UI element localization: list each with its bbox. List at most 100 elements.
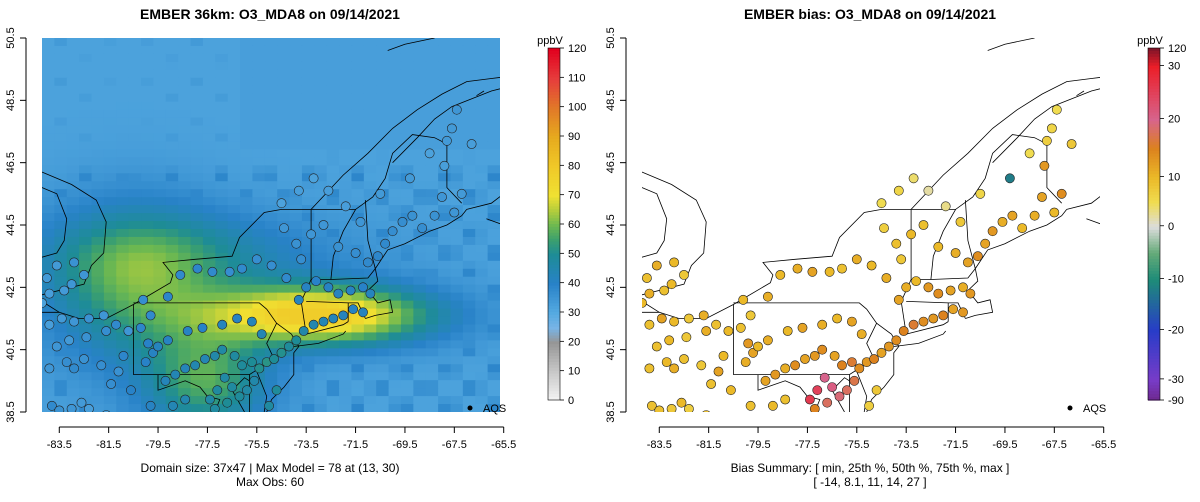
ozone-grid-cell: [252, 308, 266, 318]
ozone-grid-cell: [215, 260, 229, 270]
ozone-grid-cell: [165, 213, 179, 222]
ozone-grid-cell: [128, 189, 142, 198]
colorbar-segment: [1148, 382, 1160, 386]
ozone-grid-cell: [438, 101, 452, 111]
aqs-station-marker: [824, 266, 835, 277]
ozone-grid-cell: [326, 157, 340, 166]
aqs-station-marker: [834, 391, 845, 402]
ozone-grid-cell: [128, 109, 142, 119]
aqs-station-marker: [308, 173, 319, 184]
ozone-grid-cell: [240, 228, 254, 238]
ozone-grid-cell: [264, 221, 278, 230]
ozone-grid-cell: [79, 228, 93, 238]
ozone-grid-cell: [475, 292, 489, 302]
ozone-grid-cell: [153, 260, 167, 270]
aqs-station-marker: [1024, 148, 1035, 159]
ozone-grid-cell: [165, 45, 179, 55]
ozone-grid-cell: [388, 189, 402, 198]
ozone-grid-cell: [66, 45, 80, 55]
ozone-grid-cell: [240, 332, 254, 341]
ozone-grid-cell: [450, 292, 464, 302]
aqs-station-marker: [69, 316, 79, 327]
ozone-grid-cell: [413, 228, 427, 238]
ozone-grid-cell: [42, 181, 55, 190]
ozone-grid-cell: [178, 260, 192, 270]
ozone-grid-cell: [240, 364, 254, 373]
ozone-grid-cell: [190, 38, 204, 47]
ozone-grid-cell: [425, 252, 439, 262]
ozone-grid-cell: [91, 221, 105, 230]
ozone-grid-cell: [314, 117, 328, 127]
aqs-station-marker: [271, 385, 282, 396]
colorbar-segment: [1148, 127, 1160, 131]
colorbar-segment: [1148, 341, 1160, 345]
colorbar-segment: [548, 153, 560, 158]
colorbar-segment: [548, 215, 560, 219]
ozone-grid-cell: [153, 77, 167, 87]
ozone-grid-cell: [462, 228, 476, 238]
ozone-grid-cell: [54, 85, 68, 95]
aqs-station-marker: [654, 405, 665, 412]
ozone-grid-cell: [128, 77, 142, 87]
aqs-station-marker: [345, 285, 356, 296]
ozone-grid-cell: [376, 173, 390, 182]
ozone-grid-cell: [462, 252, 476, 262]
ozone-grid-cell: [363, 388, 377, 397]
ozone-grid-cell: [487, 93, 500, 103]
colorbar-segment: [548, 341, 560, 345]
ozone-grid-cell: [128, 45, 142, 55]
ozone-grid-cell: [376, 324, 390, 334]
ozone-grid-cell: [91, 300, 105, 310]
ozone-grid-cell: [289, 260, 303, 270]
ozone-grid-cell: [178, 284, 192, 294]
ozone-grid-cell: [301, 165, 315, 174]
colorbar-segment: [1148, 68, 1160, 73]
ozone-grid-cell: [450, 308, 464, 318]
ozone-grid-cell: [487, 292, 500, 302]
ozone-grid-cell: [326, 324, 340, 334]
aqs-station-marker: [125, 385, 136, 396]
colorbar-segment: [1148, 153, 1160, 158]
ozone-grid-cell: [178, 38, 192, 47]
ozone-grid-cell: [128, 149, 142, 158]
ozone-grid-cell: [363, 356, 377, 365]
aqs-station-marker: [876, 198, 887, 209]
ozone-grid-cell: [462, 364, 476, 373]
colorbar-segment: [1148, 215, 1160, 219]
ozone-grid-cell: [450, 372, 464, 381]
ozone-grid-cell: [351, 388, 365, 397]
state-boundary-line: [906, 321, 949, 335]
ozone-grid-cell: [79, 149, 93, 158]
ozone-grid-cell: [314, 388, 328, 397]
ozone-grid-cell: [363, 77, 377, 87]
bias-map-y-tick-label: 38.5: [605, 401, 617, 422]
ozone-grid-cell: [116, 53, 130, 63]
bias-map-x-tick-label: -65.5: [1091, 439, 1116, 451]
ozone-grid-cell: [54, 117, 68, 127]
ozone-grid-cell: [116, 364, 130, 373]
ozone-grid-cell: [475, 77, 489, 87]
ozone-grid-cell: [301, 93, 315, 103]
ozone-grid-cell: [103, 125, 117, 135]
ozone-grid-cell: [301, 364, 315, 373]
aqs-station-marker: [651, 341, 662, 352]
ozone-grid-cell: [190, 117, 204, 127]
state-boundary-line: [306, 321, 349, 335]
ozone-grid-cell: [301, 324, 315, 334]
ozone-grid-cell: [314, 61, 328, 71]
ozone-grid-cell: [301, 276, 315, 286]
aqs-station-marker: [42, 273, 52, 283]
ozone-grid-cell: [153, 324, 167, 334]
ozone-grid-cell: [376, 61, 390, 71]
ozone-grid-cell: [264, 181, 278, 190]
aqs-station-marker: [439, 160, 450, 171]
ozone-grid-cell: [178, 197, 192, 206]
ozone-grid-cell: [363, 276, 377, 286]
ozone-grid-cell: [240, 348, 254, 357]
colorbar-segment: [1148, 100, 1160, 105]
ozone-grid-cell: [289, 181, 303, 190]
ozone-grid-cell: [42, 244, 55, 254]
ozone-grid-cell: [91, 236, 105, 246]
aqs-station-marker: [44, 288, 55, 299]
ozone-grid-cell: [400, 165, 414, 174]
